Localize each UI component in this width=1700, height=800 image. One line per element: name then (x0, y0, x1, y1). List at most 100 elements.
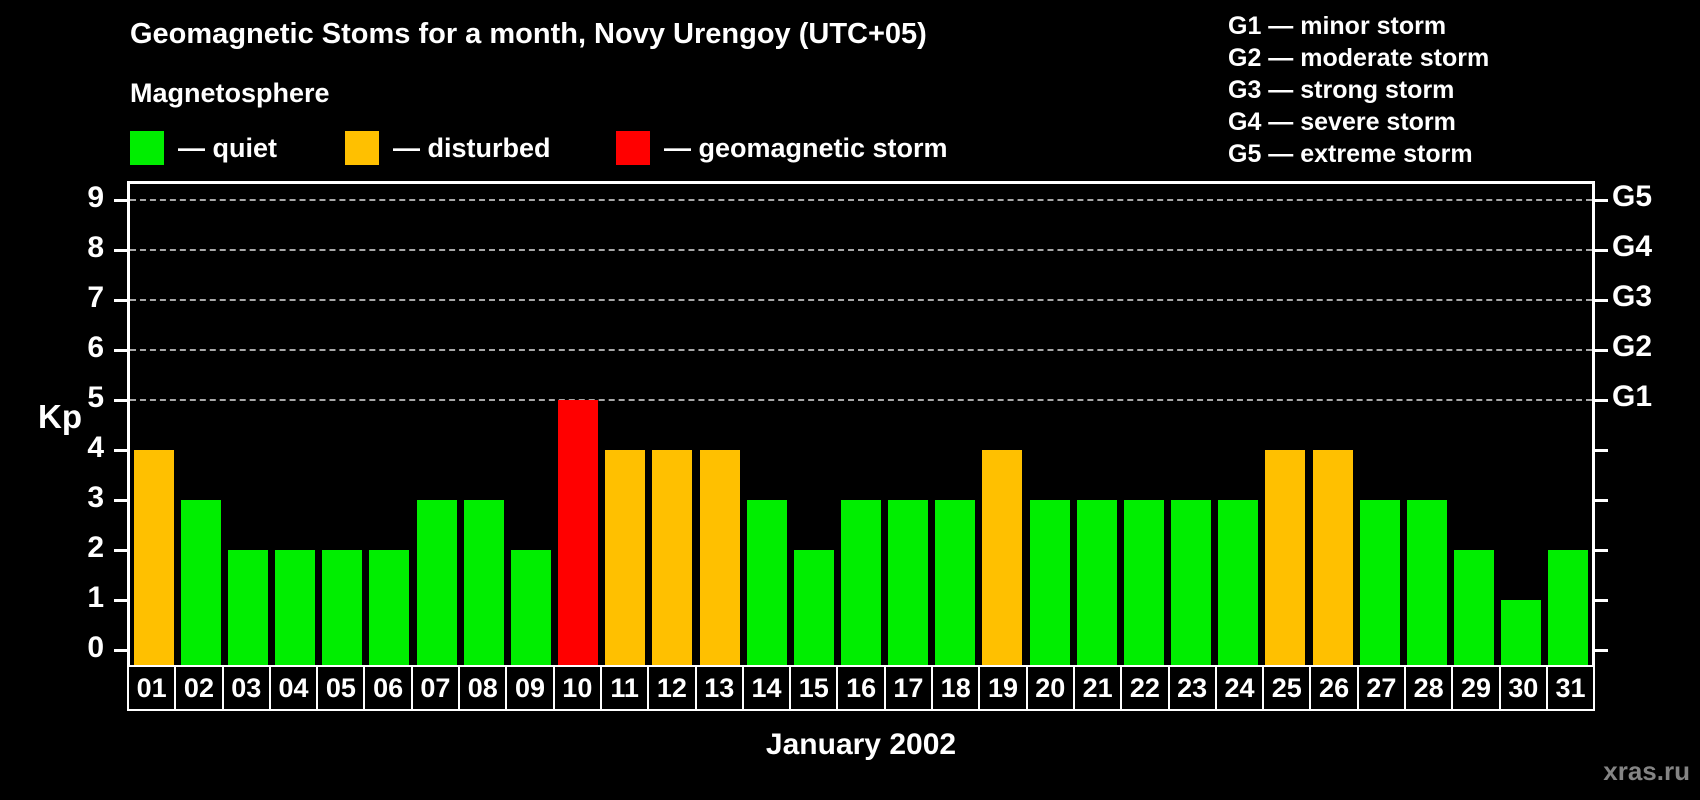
kp-bar-day-09 (510, 550, 551, 665)
g-tick-label-g5: G5 (1612, 180, 1653, 213)
day-label-cell-04: 04 (268, 665, 319, 711)
g-tick-label-g3: G3 (1612, 280, 1653, 313)
y-tick-left-6 (114, 349, 127, 352)
day-label-cell-30: 30 (1498, 665, 1548, 711)
kp-bar-day-19 (982, 450, 1023, 665)
disturbed-color-swatch (345, 131, 379, 165)
day-label-cell-11: 11 (599, 665, 650, 711)
kp-bar-day-20 (1029, 500, 1070, 665)
kp-bar-day-16 (841, 500, 881, 665)
quiet-color-swatch (130, 131, 164, 165)
y-tick-label-5: 5 (87, 381, 104, 414)
y-tick-label-9: 9 (87, 181, 104, 214)
gridline-kp9 (130, 199, 1592, 201)
y-tick-right-5 (1595, 399, 1608, 402)
y-tick-left-5 (114, 399, 127, 402)
y-tick-left-8 (114, 249, 127, 252)
g5-legend-line: G5 — extreme storm (1228, 140, 1473, 168)
y-tick-label-4: 4 (87, 431, 104, 464)
y-tick-right-9 (1595, 199, 1608, 202)
day-label-cell-20: 20 (1025, 665, 1075, 711)
kp-bar-day-27 (1359, 500, 1400, 665)
day-label-cell-25: 25 (1262, 665, 1312, 711)
kp-bar-day-23 (1171, 500, 1212, 665)
kp-bar-day-02 (180, 500, 221, 665)
kp-bar-day-14 (746, 500, 787, 665)
chart-title: Geomagnetic Stoms for a month, Novy Uren… (130, 18, 927, 50)
kp-bar-day-17 (888, 500, 929, 665)
kp-bar-day-01 (133, 450, 174, 665)
kp-bar-day-10 (558, 400, 599, 665)
kp-bar-day-08 (463, 500, 504, 665)
kp-bar-day-11 (605, 450, 646, 665)
y-tick-right-8 (1595, 249, 1608, 252)
g2-legend-line: G2 — moderate storm (1228, 44, 1490, 72)
y-tick-label-0: 0 (87, 631, 104, 664)
kp-bar-day-21 (1076, 500, 1117, 665)
y-tick-right-7 (1595, 299, 1608, 302)
disturbed-label: — disturbed (393, 132, 551, 163)
kp-bar-day-31 (1548, 550, 1589, 665)
day-label-cell-21: 21 (1072, 665, 1123, 711)
y-tick-label-2: 2 (87, 531, 104, 564)
g1-legend-line: G1 — minor storm (1228, 12, 1447, 40)
y-tick-left-4 (114, 449, 127, 452)
day-label-cell-09: 09 (505, 665, 555, 711)
g-tick-label-g1: G1 (1612, 380, 1653, 413)
kp-bar-day-13 (699, 450, 740, 665)
kp-bar-day-15 (793, 550, 834, 665)
x-axis-title: January 2002 (765, 728, 957, 761)
y-tick-left-1 (114, 599, 127, 602)
day-label-cell-19: 19 (978, 665, 1028, 711)
y-tick-left-3 (114, 499, 127, 502)
legend-item-quiet: — quiet (130, 131, 277, 165)
kp-bar-day-26 (1312, 450, 1353, 665)
y-tick-left-9 (114, 199, 127, 202)
kp-bar-day-24 (1218, 500, 1259, 665)
gridline-kp5 (130, 399, 1592, 401)
g-tick-label-g2: G2 (1612, 330, 1653, 363)
y-tick-right-1 (1595, 599, 1608, 602)
y-tick-right-4 (1595, 449, 1608, 452)
y-tick-right-0 (1595, 649, 1608, 652)
day-label-cell-05: 05 (316, 665, 366, 711)
watermark: xras.ru (1603, 756, 1690, 786)
kp-bar-day-22 (1123, 500, 1164, 665)
kp-bar-day-25 (1265, 450, 1306, 665)
kp-bar-day-30 (1501, 600, 1542, 665)
y-tick-label-1: 1 (87, 581, 104, 614)
kp-bar-day-04 (275, 550, 316, 665)
y-tick-right-3 (1595, 499, 1608, 502)
kp-bar-day-06 (369, 550, 410, 665)
y-tick-left-0 (114, 649, 127, 652)
y-tick-label-8: 8 (87, 231, 104, 264)
g-scale-legend: G1 — minor storm G2 — moderate storm G3 … (1228, 10, 1489, 170)
kp-bar-day-07 (416, 500, 457, 665)
day-label-cell-29: 29 (1451, 665, 1501, 711)
day-label-cell-08: 08 (458, 665, 508, 711)
y-tick-left-7 (114, 299, 127, 302)
day-label-cell-03: 03 (221, 665, 271, 711)
storm-color-swatch (616, 131, 650, 165)
magnetosphere-label: Magnetosphere (130, 78, 330, 108)
y-tick-label-7: 7 (87, 281, 104, 314)
legend-item-disturbed: — disturbed (345, 131, 551, 165)
quiet-label: — quiet (178, 132, 277, 163)
y-tick-label-3: 3 (87, 481, 104, 514)
day-label-cell-15: 15 (789, 665, 839, 711)
day-label-cell-10: 10 (552, 665, 602, 711)
kp-bar-day-28 (1406, 500, 1447, 665)
day-label-cell-27: 27 (1356, 665, 1407, 711)
y-tick-label-6: 6 (87, 331, 104, 364)
kp-bar-day-03 (227, 550, 268, 665)
gridline-kp8 (130, 249, 1592, 251)
y-tick-right-2 (1595, 549, 1608, 552)
day-label-cell-22: 22 (1120, 665, 1170, 711)
day-label-cell-06: 06 (363, 665, 413, 711)
y-tick-right-6 (1595, 349, 1608, 352)
kp-bar-day-05 (322, 550, 363, 665)
day-label-cell-12: 12 (647, 665, 697, 711)
kp-bar-day-12 (652, 450, 693, 665)
day-label-cell-26: 26 (1309, 665, 1359, 711)
